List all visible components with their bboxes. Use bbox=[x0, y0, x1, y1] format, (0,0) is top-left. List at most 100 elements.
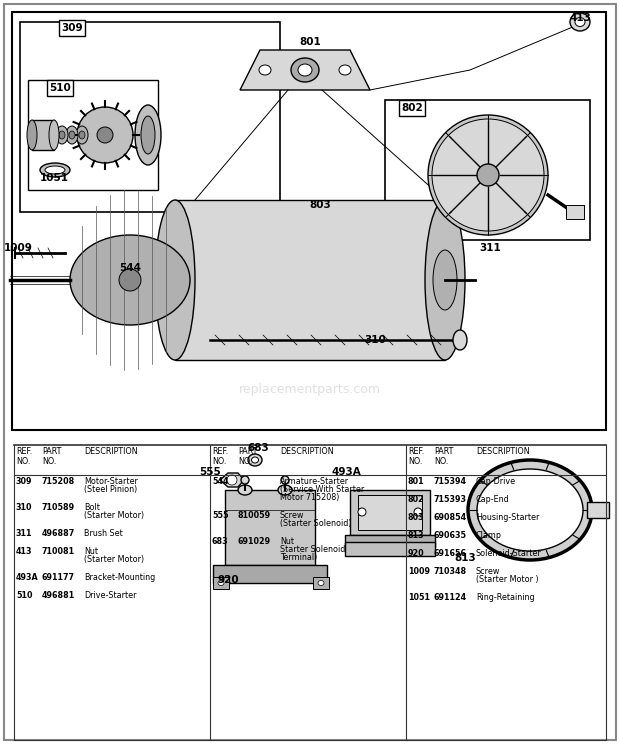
Text: 802: 802 bbox=[401, 103, 423, 113]
Text: 1009: 1009 bbox=[4, 243, 32, 253]
Text: Starter Solenoid: Starter Solenoid bbox=[280, 545, 345, 554]
Text: 691656: 691656 bbox=[434, 549, 467, 558]
Text: 1051: 1051 bbox=[408, 593, 430, 602]
Bar bbox=[20, 22, 280, 212]
Text: Housing-Starter: Housing-Starter bbox=[476, 513, 539, 522]
Text: PART
NO.: PART NO. bbox=[42, 447, 61, 466]
Text: 691029: 691029 bbox=[238, 537, 271, 546]
Text: Motor 715208): Motor 715208) bbox=[280, 493, 339, 502]
Text: (Service With Starter: (Service With Starter bbox=[280, 485, 365, 494]
Ellipse shape bbox=[77, 107, 133, 163]
Text: 1009: 1009 bbox=[408, 567, 430, 576]
Text: 813: 813 bbox=[408, 531, 425, 540]
Text: Motor-Starter: Motor-Starter bbox=[84, 477, 138, 486]
Text: 691124: 691124 bbox=[434, 593, 467, 602]
Ellipse shape bbox=[59, 131, 65, 139]
Text: (Starter Motor): (Starter Motor) bbox=[84, 555, 144, 564]
Text: 544: 544 bbox=[212, 477, 229, 486]
Text: Cap-End: Cap-End bbox=[476, 495, 510, 504]
Ellipse shape bbox=[227, 475, 237, 485]
Ellipse shape bbox=[155, 200, 195, 360]
Ellipse shape bbox=[358, 508, 366, 516]
Text: REF.
NO.: REF. NO. bbox=[408, 447, 424, 466]
Bar bbox=[313, 577, 329, 589]
Ellipse shape bbox=[425, 200, 465, 360]
Ellipse shape bbox=[241, 476, 249, 484]
Bar bbox=[345, 535, 435, 547]
Ellipse shape bbox=[477, 164, 499, 186]
Ellipse shape bbox=[291, 58, 319, 82]
Text: Ring-Retaining: Ring-Retaining bbox=[476, 593, 534, 602]
Bar bbox=[28, 80, 158, 190]
Text: 311: 311 bbox=[16, 529, 32, 538]
Ellipse shape bbox=[477, 469, 583, 551]
Text: replacementparts.com: replacementparts.com bbox=[239, 383, 381, 397]
Bar bbox=[345, 542, 435, 556]
Text: Clamp: Clamp bbox=[476, 531, 502, 540]
Text: REF.
NO.: REF. NO. bbox=[16, 447, 32, 466]
Ellipse shape bbox=[97, 127, 113, 143]
Text: Brush Set: Brush Set bbox=[84, 529, 123, 538]
Text: 555: 555 bbox=[212, 511, 229, 520]
Text: 810059: 810059 bbox=[238, 511, 271, 520]
Ellipse shape bbox=[218, 580, 224, 586]
Text: 920: 920 bbox=[217, 575, 239, 585]
Bar bbox=[225, 490, 315, 565]
Ellipse shape bbox=[119, 269, 141, 291]
Text: (Starter Motor): (Starter Motor) bbox=[84, 511, 144, 520]
Bar bbox=[213, 565, 327, 583]
Text: 802: 802 bbox=[408, 495, 425, 504]
Text: 710589: 710589 bbox=[42, 503, 75, 512]
Text: 496887: 496887 bbox=[42, 529, 75, 538]
Text: 413: 413 bbox=[569, 13, 591, 23]
Ellipse shape bbox=[76, 126, 88, 144]
Bar bbox=[385, 100, 590, 240]
Text: (Steel Pinion): (Steel Pinion) bbox=[84, 485, 137, 494]
Ellipse shape bbox=[248, 454, 262, 466]
Text: 920: 920 bbox=[408, 549, 425, 558]
Text: PART
NO.: PART NO. bbox=[238, 447, 257, 466]
Text: Armature-Starter: Armature-Starter bbox=[280, 477, 349, 486]
Bar bbox=[12, 12, 606, 430]
Ellipse shape bbox=[575, 18, 585, 27]
Polygon shape bbox=[240, 50, 370, 90]
Text: 803: 803 bbox=[408, 513, 425, 522]
Ellipse shape bbox=[298, 64, 312, 76]
Ellipse shape bbox=[45, 166, 65, 174]
Text: DESCRIPTION: DESCRIPTION bbox=[280, 447, 334, 456]
Ellipse shape bbox=[66, 126, 78, 144]
Text: 813: 813 bbox=[454, 553, 476, 563]
Ellipse shape bbox=[56, 126, 68, 144]
Ellipse shape bbox=[570, 13, 590, 31]
Ellipse shape bbox=[141, 116, 155, 154]
Bar bbox=[32, 120, 54, 150]
Text: 309: 309 bbox=[61, 23, 83, 33]
Text: 310: 310 bbox=[16, 503, 32, 512]
Bar bbox=[587, 502, 609, 518]
Text: DESCRIPTION: DESCRIPTION bbox=[476, 447, 529, 456]
Text: 715394: 715394 bbox=[434, 477, 467, 486]
Bar bbox=[358, 495, 422, 530]
Text: 311: 311 bbox=[479, 243, 501, 253]
Text: Cap-Drive: Cap-Drive bbox=[476, 477, 516, 486]
Text: PART
NO.: PART NO. bbox=[434, 447, 453, 466]
Text: Screw: Screw bbox=[476, 567, 500, 576]
Text: 801: 801 bbox=[299, 37, 321, 47]
Text: 496881: 496881 bbox=[42, 591, 75, 600]
Ellipse shape bbox=[318, 580, 324, 586]
Text: Drive-Starter: Drive-Starter bbox=[84, 591, 136, 600]
Ellipse shape bbox=[433, 250, 457, 310]
Ellipse shape bbox=[135, 105, 161, 165]
Text: (Starter Motor ): (Starter Motor ) bbox=[476, 575, 539, 584]
Bar bbox=[350, 490, 430, 535]
Text: DESCRIPTION: DESCRIPTION bbox=[84, 447, 138, 456]
Bar bbox=[213, 577, 229, 589]
Text: 683: 683 bbox=[247, 443, 269, 453]
Ellipse shape bbox=[27, 120, 37, 150]
Text: 555: 555 bbox=[199, 467, 221, 477]
Ellipse shape bbox=[238, 485, 252, 495]
Ellipse shape bbox=[259, 65, 271, 75]
Text: 510: 510 bbox=[16, 591, 32, 600]
Ellipse shape bbox=[40, 163, 70, 177]
Text: 1051: 1051 bbox=[40, 173, 68, 183]
